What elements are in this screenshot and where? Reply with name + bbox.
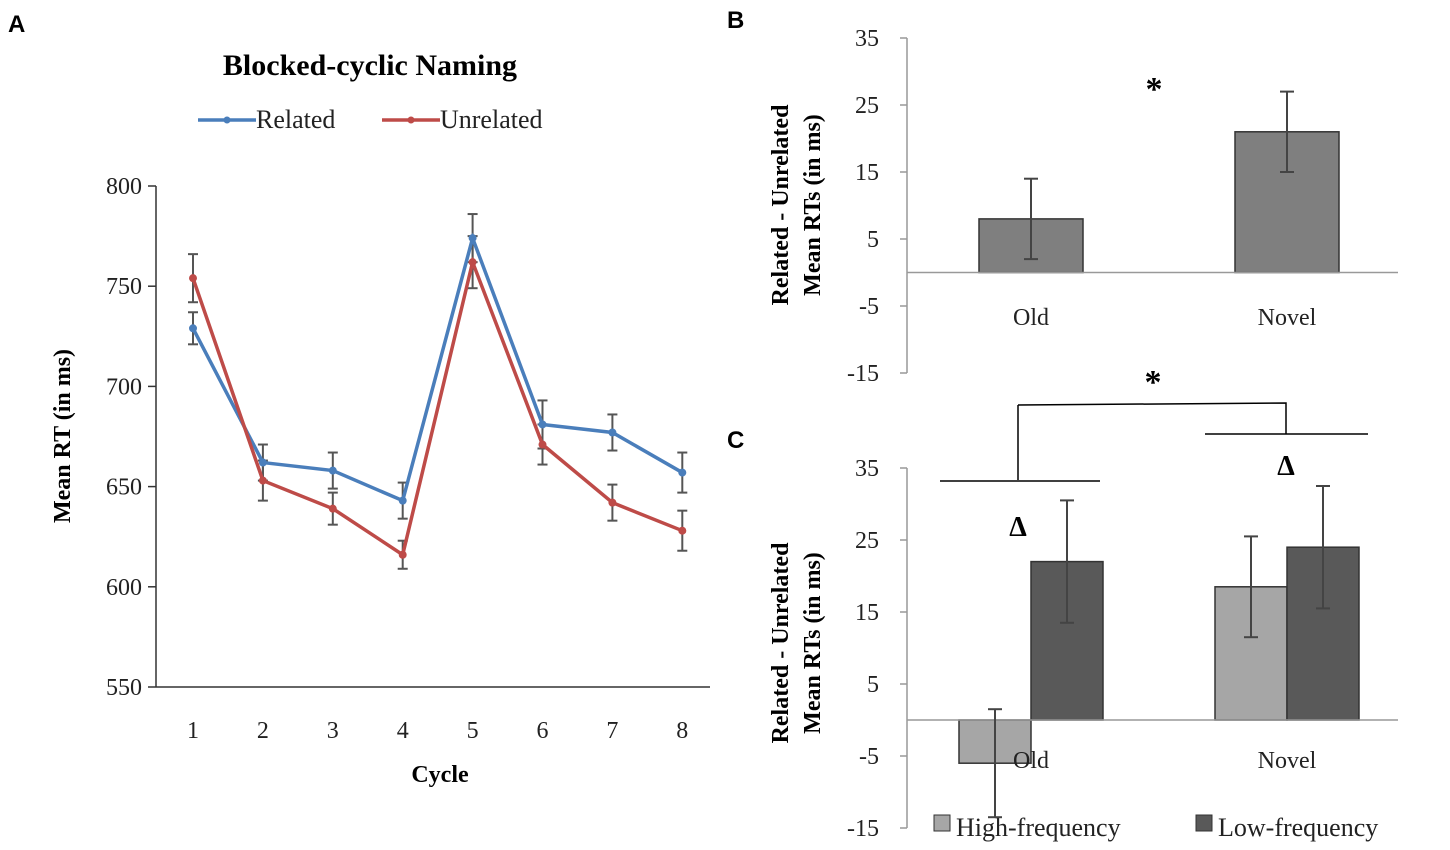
panel-a-point-related: [258, 458, 267, 467]
panel-a-y-axis-label: Mean RT (in ms): [50, 349, 76, 523]
legend-marker-related: [223, 116, 231, 124]
panel-a-x-tick-label: 3: [327, 718, 339, 744]
panel-c-delta-novel: Δ: [1277, 451, 1295, 482]
panel-b-bar-chart: Related - Unrelated Mean RTs (in ms) * 3…: [768, 26, 1398, 387]
panel-b-y-tick-label: -5: [859, 294, 879, 320]
panel-b-y-label-line1: Related - Unrelated: [768, 104, 794, 306]
legend-label-related: Related: [256, 105, 335, 134]
panel-a-point-related: [398, 496, 407, 505]
panel-a-x-tick-label: 6: [537, 718, 549, 744]
panel-c-y-label-line2: Mean RTs (in ms): [800, 552, 826, 734]
panel-c-y-label-line1: Related - Unrelated: [768, 542, 794, 744]
panel-a-x-tick-label: 7: [606, 718, 618, 744]
panel-c-y-tick-label: 35: [855, 456, 879, 482]
legend-label-low-frequency: Low-frequency: [1218, 813, 1378, 842]
panel-a-point-related: [468, 234, 477, 243]
panel-b-y-tick-label: 15: [855, 160, 879, 186]
panel-c-x-tick-label: Novel: [1258, 748, 1317, 774]
panel-a-x-axis-label: Cycle: [411, 762, 469, 788]
panel-c-bar-chart: Related - Unrelated Mean RTs (in ms) * Δ…: [768, 364, 1398, 842]
panel-b-y-label-line2: Mean RTs (in ms): [800, 114, 826, 296]
panel-a-point-unrelated: [678, 526, 687, 535]
panel-a-y-tick-label: 600: [106, 575, 142, 601]
panel-c-y-tick-label: 5: [867, 672, 879, 698]
panel-a-point-unrelated: [398, 550, 407, 559]
legend-label-high-frequency: High-frequency: [956, 813, 1121, 842]
panel-c-significance-bracket: [1017, 402, 1287, 480]
panel-letter-c: C: [727, 427, 744, 454]
panel-a-point-related: [678, 468, 687, 477]
panel-a-x-tick-label: 8: [676, 718, 688, 744]
panel-a-x-tick-label: 4: [397, 718, 409, 744]
panel-a-y-tick-label: 750: [106, 274, 142, 300]
panel-a-x-tick-label: 5: [467, 718, 479, 744]
panel-b-y-tick-label: 5: [867, 227, 879, 253]
legend-swatch-high-frequency: [933, 814, 951, 832]
panel-c-y-tick-label: 15: [855, 600, 879, 626]
panel-a-point-related: [328, 466, 337, 475]
panel-a-title: Blocked-cyclic Naming: [223, 49, 517, 82]
panel-a-point-unrelated: [258, 476, 267, 485]
legend-swatch-low-frequency: [1195, 814, 1213, 832]
panel-a-x-tick-label: 1: [187, 718, 199, 744]
panel-c-significance-star: *: [1145, 364, 1162, 401]
panel-a-point-unrelated: [468, 258, 477, 267]
panel-a-y-tick-label: 700: [106, 374, 142, 400]
panel-letter-b: B: [727, 7, 744, 34]
panel-a-x-tick-label: 2: [257, 718, 269, 744]
panel-a-point-unrelated: [328, 504, 337, 513]
panel-letter-a: A: [8, 11, 25, 38]
legend-marker-unrelated: [407, 116, 415, 124]
panel-c-y-tick-label: -5: [859, 744, 879, 770]
panel-c-y-tick-label: -15: [847, 816, 879, 842]
panel-a-legend: Related Unrelated: [198, 105, 543, 134]
panel-a-y-tick-label: 650: [106, 475, 142, 501]
panel-b-y-tick-label: 25: [855, 93, 879, 119]
panel-a-point-related: [189, 324, 197, 333]
panel-a-y-tick-label: 550: [106, 675, 142, 701]
panel-a-series-line-unrelated: [191, 256, 683, 558]
panel-a-series-line-related: [191, 232, 684, 504]
panel-b-x-tick-label: Old: [1013, 305, 1049, 331]
panel-b-y-tick-label: -15: [847, 361, 879, 387]
panel-b-y-tick-label: 35: [855, 26, 879, 52]
panel-c-delta-old: Δ: [1009, 512, 1027, 543]
panel-c-x-tick-label: Old: [1013, 748, 1049, 774]
panel-b-x-tick-label: Novel: [1258, 305, 1317, 331]
panel-a-line-chart: Blocked-cyclic Naming Related Unrelated C…: [50, 49, 710, 788]
panel-a-point-related: [608, 428, 617, 437]
panel-a-point-unrelated: [189, 274, 197, 283]
panel-c-legend: High-frequency Low-frequency: [933, 813, 1378, 842]
panel-b-significance-star: *: [1146, 71, 1163, 108]
legend-label-unrelated: Unrelated: [440, 105, 543, 134]
panel-c-y-tick-label: 25: [855, 528, 879, 554]
panel-a-point-unrelated: [608, 498, 617, 507]
panel-a-point-related: [538, 420, 547, 429]
panel-a-point-unrelated: [538, 440, 547, 449]
panel-a-y-tick-label: 800: [106, 174, 142, 200]
